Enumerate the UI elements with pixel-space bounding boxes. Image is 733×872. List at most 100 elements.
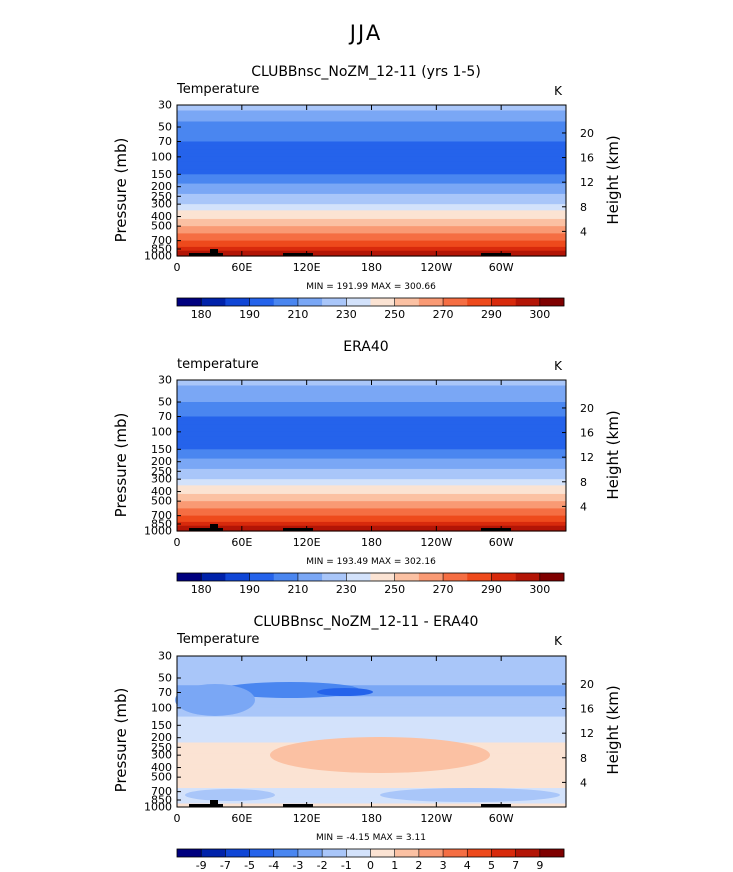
colorbar-label: 4 bbox=[464, 859, 471, 872]
topography-mask bbox=[210, 249, 218, 256]
band-fill bbox=[177, 177, 566, 182]
y-tick-label: 1000 bbox=[144, 525, 172, 538]
colorbar-swatch bbox=[539, 298, 565, 306]
y-tick-label: 300 bbox=[151, 473, 172, 486]
band-fill bbox=[177, 141, 566, 146]
band-fill bbox=[177, 458, 566, 463]
panel-title: ERA40 bbox=[343, 339, 388, 355]
band-fill bbox=[177, 477, 566, 480]
y-tick-label: 150 bbox=[151, 168, 172, 181]
colorbar: 180 190 210 230 250 270 290 300 bbox=[176, 572, 565, 596]
colorbar-swatch bbox=[370, 298, 395, 306]
anomaly-patch bbox=[185, 789, 275, 801]
y-tick-label: 70 bbox=[158, 135, 172, 148]
panel-diff: CLUBBnsc_NoZM_12-11 - ERA40 Temperature … bbox=[112, 614, 622, 872]
colorbar-label: -3 bbox=[292, 859, 303, 872]
band-fill bbox=[177, 110, 566, 117]
x-tick-label: 120W bbox=[420, 536, 452, 549]
colorbar-swatch bbox=[297, 298, 323, 306]
band-fill bbox=[177, 728, 566, 733]
band-fill bbox=[177, 685, 566, 690]
band-fill bbox=[177, 249, 566, 252]
band-fill bbox=[177, 485, 566, 490]
y2-tick-label: 16 bbox=[580, 427, 594, 440]
band-fill bbox=[177, 246, 566, 250]
band-fill bbox=[177, 517, 566, 521]
band-fill bbox=[177, 784, 566, 789]
band-fill bbox=[177, 396, 566, 403]
colorbar-label: -2 bbox=[317, 859, 328, 872]
band-fill bbox=[177, 156, 566, 162]
x-tick-label: 0 bbox=[174, 536, 181, 549]
band-fill bbox=[177, 795, 566, 799]
band-fill bbox=[177, 455, 566, 460]
topography-mask bbox=[189, 528, 223, 531]
band-fill bbox=[177, 479, 566, 483]
y2-tick-label: 12 bbox=[580, 176, 594, 189]
band-fill bbox=[177, 498, 566, 502]
band-fill bbox=[177, 797, 566, 801]
colorbar-label: 2 bbox=[415, 859, 422, 872]
colorbar: -9 -7 -5 -4 -3 -2 -1 0 1 2 3 4 5 7 9 bbox=[176, 848, 565, 872]
colorbar-label: 3 bbox=[440, 859, 447, 872]
band-fill bbox=[177, 436, 566, 442]
colorbar-label: 270 bbox=[433, 583, 454, 596]
colorbar-label: 1 bbox=[391, 859, 398, 872]
y-axis-label: Pressure (mb) bbox=[112, 413, 130, 518]
colorbar-frame bbox=[176, 297, 565, 307]
band-fill bbox=[177, 204, 566, 208]
band-fill bbox=[177, 791, 566, 795]
y-tick-label: 400 bbox=[151, 485, 172, 498]
band-fill bbox=[177, 121, 566, 128]
band-fill bbox=[177, 466, 566, 470]
colorbar-label: -5 bbox=[244, 859, 255, 872]
colorbar-label: 210 bbox=[287, 583, 308, 596]
colorbar-swatch bbox=[273, 298, 299, 306]
band-fill bbox=[177, 196, 566, 199]
band-fill bbox=[177, 468, 566, 472]
band-fill bbox=[177, 207, 566, 211]
y-tick-label: 50 bbox=[158, 120, 172, 133]
band-fill bbox=[177, 134, 566, 139]
y-tick-label: 1000 bbox=[144, 250, 172, 263]
y-tick-label: 850 bbox=[151, 243, 172, 256]
y-tick-label: 300 bbox=[151, 198, 172, 211]
colorbar-label: 270 bbox=[433, 308, 454, 321]
band-fill bbox=[177, 444, 566, 450]
band-fill bbox=[177, 405, 566, 410]
band-fill bbox=[177, 115, 566, 123]
y2-tick-label: 20 bbox=[580, 402, 594, 415]
band-fill bbox=[177, 800, 566, 803]
colorbar-label: 290 bbox=[481, 583, 502, 596]
y-tick-label: 1000 bbox=[144, 801, 172, 814]
band-fill bbox=[177, 661, 566, 668]
colorbar-swatch bbox=[467, 298, 492, 306]
colorbar-label: 180 bbox=[191, 583, 212, 596]
y2-tick-label: 12 bbox=[580, 727, 594, 740]
panel-obs: ERA40 temperature K Pressure (mb) Height… bbox=[112, 339, 622, 596]
x-tick-label: 60E bbox=[231, 536, 252, 549]
colorbar-label: 300 bbox=[529, 308, 550, 321]
y-tick-label: 200 bbox=[151, 455, 172, 468]
anomaly-patch bbox=[175, 684, 255, 716]
colorbar-label: 190 bbox=[239, 583, 260, 596]
colorbar-swatch bbox=[322, 573, 347, 581]
band-fill bbox=[177, 491, 566, 495]
band-fill bbox=[177, 521, 566, 525]
variable-label: Temperature bbox=[176, 82, 259, 97]
y-axis-label: Pressure (mb) bbox=[112, 688, 130, 793]
colorbar-swatch bbox=[249, 849, 275, 857]
y-tick-label: 30 bbox=[158, 650, 172, 663]
band-fill bbox=[177, 149, 566, 154]
band-fill bbox=[177, 704, 566, 709]
colorbar-swatch bbox=[418, 298, 444, 306]
band-fill bbox=[177, 165, 566, 171]
band-fill bbox=[177, 707, 566, 713]
y-tick-label: 200 bbox=[151, 731, 172, 744]
band-fill bbox=[177, 244, 566, 248]
y-tick-label: 70 bbox=[158, 410, 172, 423]
band-fill bbox=[177, 390, 566, 398]
